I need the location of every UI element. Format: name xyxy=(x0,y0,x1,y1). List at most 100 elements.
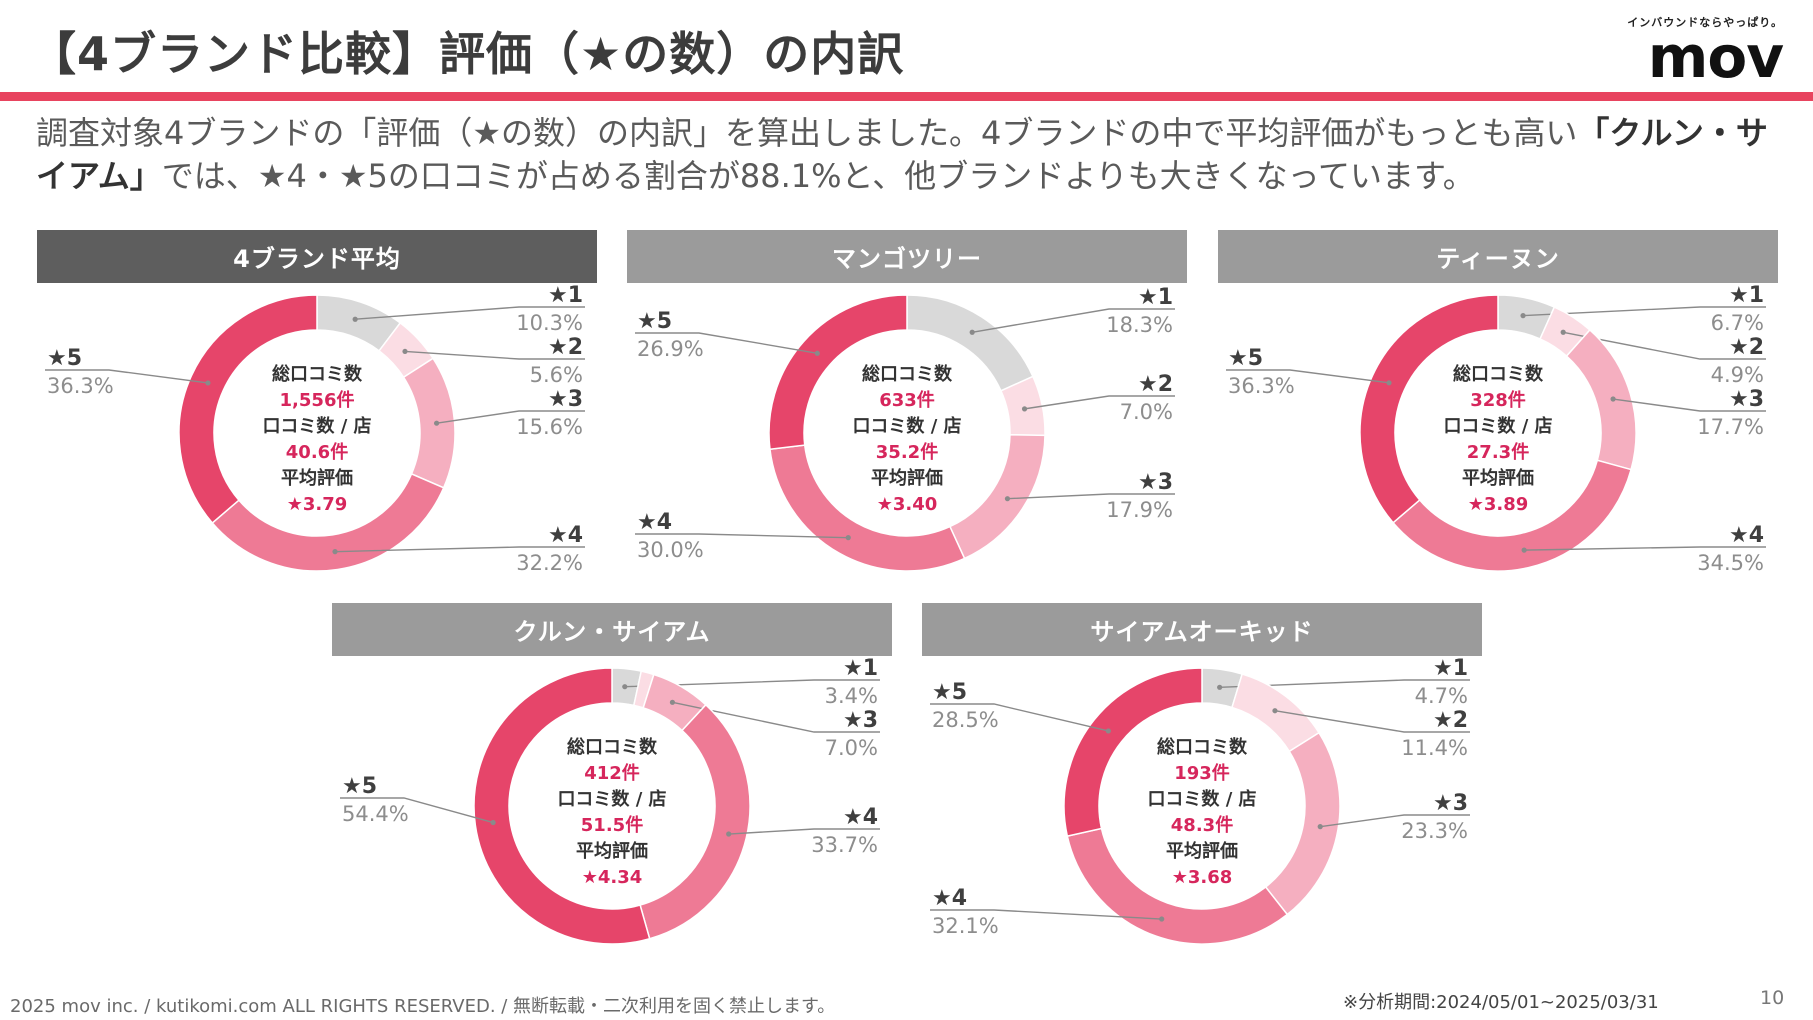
leader-dot-star1 xyxy=(1217,684,1223,690)
donut-slice-star5 xyxy=(473,667,651,945)
slice-value-label: 4.7% xyxy=(1415,684,1468,708)
leader-line-star4 xyxy=(728,828,880,835)
slice-value-label: 7.0% xyxy=(825,736,878,760)
slice-category-label: ★1 xyxy=(1138,285,1173,310)
leader-line-star2 xyxy=(404,350,585,360)
intro-highlight: 「クルン・サイアム」 xyxy=(36,114,1768,195)
leader-dot-star5 xyxy=(205,380,211,386)
slice-value-label: 5.6% xyxy=(530,363,583,387)
slice-value-label: 15.6% xyxy=(516,415,583,439)
center-per-store-value: 40.6件 xyxy=(286,441,348,463)
leader-line-star1 xyxy=(1219,679,1470,689)
slice-category-label: ★2 xyxy=(1729,335,1764,360)
leader-dot-star5 xyxy=(490,819,496,826)
leader-line-star1 xyxy=(624,679,880,688)
leader-line-star3 xyxy=(1320,814,1470,828)
slice-value-label: 26.9% xyxy=(637,337,704,361)
leader-line-star1 xyxy=(355,306,585,320)
donut-slice-star3 xyxy=(1264,731,1341,916)
leader-line-star4 xyxy=(335,546,585,553)
footer-copyright: 2025 mov inc. / kutikomi.com ALL RIGHTS … xyxy=(10,996,836,1017)
leader-line-star4 xyxy=(930,909,1162,920)
donut-slice-star3 xyxy=(402,357,456,489)
slice-category-label: ★4 xyxy=(1729,523,1764,548)
leader-dot-star4 xyxy=(1159,916,1165,922)
center-total-label: 総口コミ数 xyxy=(272,363,363,385)
leader-line-star5 xyxy=(340,797,494,824)
center-total-label: 総口コミ数 xyxy=(1157,736,1248,758)
slice-value-label: 3.4% xyxy=(825,684,878,708)
center-total-value: 193件 xyxy=(1174,762,1230,784)
leader-dot-star4 xyxy=(845,535,851,541)
center-total-value: 1,556件 xyxy=(280,389,355,411)
slice-category-label: ★5 xyxy=(1228,346,1263,371)
donut-slice-star5 xyxy=(1063,667,1203,837)
center-total-label: 総口コミ数 xyxy=(1453,363,1544,385)
center-per-store-value: 35.2件 xyxy=(876,441,938,463)
panel-title: サイアムオーキッド xyxy=(922,603,1482,656)
leader-line-star1 xyxy=(972,308,1175,333)
leader-line-star5 xyxy=(1226,369,1390,384)
center-avg-value: ★3.89 xyxy=(1468,494,1529,515)
donut-slice-star5 xyxy=(768,294,908,451)
leader-dot-star2 xyxy=(402,348,408,355)
center-avg-label: 平均評価 xyxy=(281,467,353,489)
leader-dot-star4 xyxy=(332,549,338,555)
center-per-store-value: 51.5件 xyxy=(581,814,643,836)
slice-value-label: 33.7% xyxy=(811,833,878,857)
mov-logo: インバウンドならやっぱり。 mov xyxy=(1627,14,1784,91)
logo-wordmark: mov xyxy=(1647,23,1784,91)
panel-4brand-average: 4ブランド平均 ★1 10.3% ★2 5.6% ★3 15.6% ★4 32.2% ★5 36.… xyxy=(37,230,597,610)
leader-dot-star3 xyxy=(669,699,676,705)
donut-chart-4brand-average: ★1 10.3%★2 5.6%★3 15.6% ★4 32.2% ★5 36.3% 総口コミ数 1… xyxy=(45,283,585,575)
slice-category-label: ★3 xyxy=(1433,791,1468,816)
slice-value-label: 17.9% xyxy=(1106,498,1173,522)
center-per-store-label: 口コミ数 / 店 xyxy=(262,415,371,437)
leader-dot-star1 xyxy=(352,316,358,322)
leader-dot-star1 xyxy=(969,329,975,335)
slice-value-label: 32.1% xyxy=(932,914,999,938)
slice-category-label: ★3 xyxy=(843,708,878,733)
center-avg-value: ★4.34 xyxy=(582,867,643,888)
slice-value-label: 4.9% xyxy=(1711,363,1764,387)
leader-dot-star2 xyxy=(1021,406,1028,412)
slice-value-label: 54.4% xyxy=(342,802,409,826)
leader-dot-star4 xyxy=(726,831,732,837)
slice-value-label: 11.4% xyxy=(1401,736,1468,760)
panel-thinuan: ティーヌン ★1 6.7% ★2 4.9% ★3 17.7% ★4 34.5% ★5 36.3% 総… xyxy=(1218,230,1778,610)
center-per-store-label: 口コミ数 / 店 xyxy=(1147,788,1256,810)
leader-line-star1 xyxy=(1523,306,1766,317)
leader-line-star2 xyxy=(1024,395,1175,410)
donut-chart-krung-siam: ★1 3.4%★3 7.0% ★4 33.7% ★5 54.4% 総口コミ数 412件口コミ数 … xyxy=(340,656,880,945)
slice-category-label: ★1 xyxy=(1729,283,1764,308)
slice-category-label: ★4 xyxy=(637,510,672,535)
slice-value-label: 36.3% xyxy=(1228,374,1295,398)
center-total-value: 328件 xyxy=(1470,389,1526,411)
center-total-label: 総口コミ数 xyxy=(567,736,658,758)
slice-category-label: ★1 xyxy=(843,656,878,681)
center-avg-label: 平均評価 xyxy=(576,840,648,862)
panel-title: ティーヌン xyxy=(1218,230,1778,283)
leader-dot-star1 xyxy=(622,684,628,690)
intro-text-after: では、★4・★5の口コミが占める割合が88.1%と、他ブランドよりも大きくなって… xyxy=(161,157,1475,195)
leader-dot-star5 xyxy=(814,350,820,356)
leader-line-star3 xyxy=(1007,493,1175,500)
slice-value-label: 6.7% xyxy=(1711,311,1764,335)
leader-dot-star1 xyxy=(1520,313,1526,319)
leader-line-star2 xyxy=(1274,710,1470,733)
slice-category-label: ★2 xyxy=(1433,708,1468,733)
slice-category-label: ★4 xyxy=(548,523,583,548)
leader-dot-star4 xyxy=(1521,547,1527,553)
page-number: 10 xyxy=(1760,987,1785,1009)
leader-line-star3 xyxy=(436,410,585,424)
slice-value-label: 17.7% xyxy=(1697,415,1764,439)
center-avg-label: 平均評価 xyxy=(1166,840,1238,862)
center-avg-value: ★3.68 xyxy=(1172,867,1233,888)
center-total-value: 633件 xyxy=(879,389,935,411)
panel-krung-siam: クルン・サイアム ★1 3.4% ★3 7.0% ★4 33.7% ★5 54.4% 総口コミ数… xyxy=(332,603,892,983)
leader-line-star4 xyxy=(1524,546,1766,551)
leader-dot-star3 xyxy=(1610,396,1616,402)
center-total-value: 412件 xyxy=(584,762,640,784)
slice-category-label: ★1 xyxy=(1433,656,1468,681)
slice-value-label: 34.5% xyxy=(1697,551,1764,575)
